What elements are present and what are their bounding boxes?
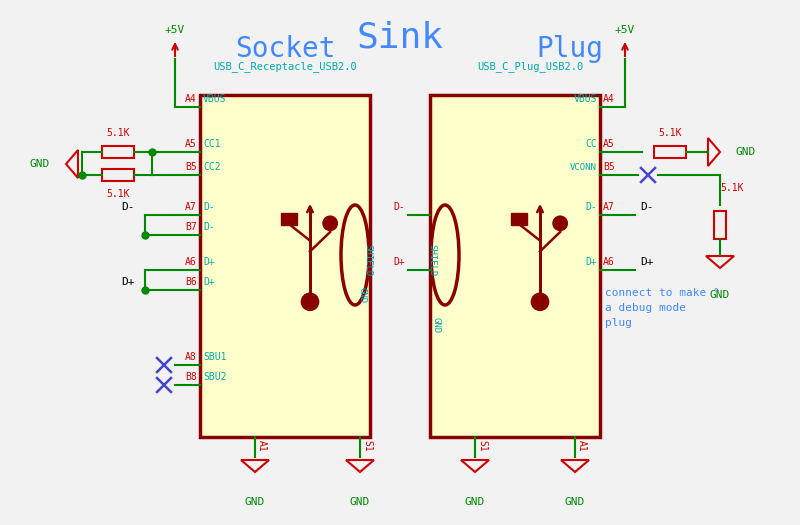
Text: Sink: Sink	[357, 20, 443, 54]
Text: Plug: Plug	[537, 35, 603, 63]
Text: SBU1: SBU1	[203, 352, 226, 362]
Text: A1: A1	[577, 440, 587, 452]
Text: USB_C_Plug_USB2.0: USB_C_Plug_USB2.0	[477, 61, 583, 72]
Text: D-: D-	[394, 202, 405, 212]
Text: D-: D-	[122, 202, 135, 212]
Text: A4: A4	[186, 94, 197, 104]
Circle shape	[302, 293, 318, 310]
Text: CC2: CC2	[203, 162, 221, 172]
Bar	[714, 211, 726, 239]
Bar	[511, 213, 527, 225]
Bar	[102, 169, 134, 181]
Text: VBUS: VBUS	[574, 94, 597, 104]
Text: VCONN: VCONN	[570, 163, 597, 172]
Text: GND: GND	[736, 147, 756, 157]
Text: D+: D+	[203, 257, 214, 267]
Text: connect to make ^
a debug mode
plug: connect to make ^ a debug mode plug	[605, 288, 720, 328]
Text: GND: GND	[431, 317, 441, 333]
Circle shape	[323, 216, 338, 230]
Text: GND: GND	[30, 159, 50, 169]
Text: D-: D-	[640, 202, 654, 212]
Text: D+: D+	[640, 257, 654, 267]
Text: D-: D-	[203, 222, 214, 232]
Text: B5: B5	[603, 162, 614, 172]
Text: D+: D+	[394, 257, 405, 267]
Text: A7: A7	[186, 202, 197, 212]
Text: GND: GND	[358, 287, 366, 303]
Text: GND: GND	[710, 290, 730, 300]
Text: D-: D-	[203, 202, 214, 212]
Text: GND: GND	[245, 497, 265, 507]
Text: SHIELD: SHIELD	[363, 244, 373, 276]
Text: B7: B7	[186, 222, 197, 232]
Text: A5: A5	[603, 139, 614, 149]
Text: CC1: CC1	[203, 139, 221, 149]
Text: A1: A1	[257, 440, 267, 452]
Ellipse shape	[341, 205, 369, 305]
Text: Socket: Socket	[234, 35, 335, 63]
Text: CC: CC	[586, 139, 597, 149]
Text: USB_C_Receptacle_USB2.0: USB_C_Receptacle_USB2.0	[213, 61, 357, 72]
Ellipse shape	[431, 205, 459, 305]
Text: +5V: +5V	[615, 25, 635, 35]
Text: 5.1K: 5.1K	[106, 128, 130, 138]
Bar	[430, 95, 600, 437]
Text: D+: D+	[122, 277, 135, 287]
Text: 5.1K: 5.1K	[720, 183, 743, 193]
Text: A8: A8	[186, 352, 197, 362]
Text: B5: B5	[186, 162, 197, 172]
Text: A5: A5	[186, 139, 197, 149]
Text: A6: A6	[603, 257, 614, 267]
Text: SHIELD: SHIELD	[427, 244, 437, 276]
Text: +5V: +5V	[165, 25, 185, 35]
Text: GND: GND	[350, 497, 370, 507]
Bar	[200, 95, 370, 437]
Text: D-: D-	[586, 202, 597, 212]
Bar	[282, 213, 297, 225]
Text: B6: B6	[186, 277, 197, 287]
Circle shape	[531, 293, 549, 310]
Text: A6: A6	[186, 257, 197, 267]
Circle shape	[553, 216, 567, 230]
Text: 5.1K: 5.1K	[106, 189, 130, 199]
Text: B8: B8	[186, 372, 197, 382]
Bar	[102, 146, 134, 158]
Text: D+: D+	[586, 257, 597, 267]
Text: S1: S1	[477, 440, 487, 452]
Text: 5.1K: 5.1K	[658, 128, 682, 138]
Text: SBU2: SBU2	[203, 372, 226, 382]
Text: GND: GND	[465, 497, 485, 507]
Text: GND: GND	[565, 497, 585, 507]
Text: S1: S1	[362, 440, 372, 452]
Text: A4: A4	[603, 94, 614, 104]
Text: A7: A7	[603, 202, 614, 212]
Bar	[654, 146, 686, 158]
Text: D+: D+	[203, 277, 214, 287]
Text: VBUS: VBUS	[203, 94, 226, 104]
